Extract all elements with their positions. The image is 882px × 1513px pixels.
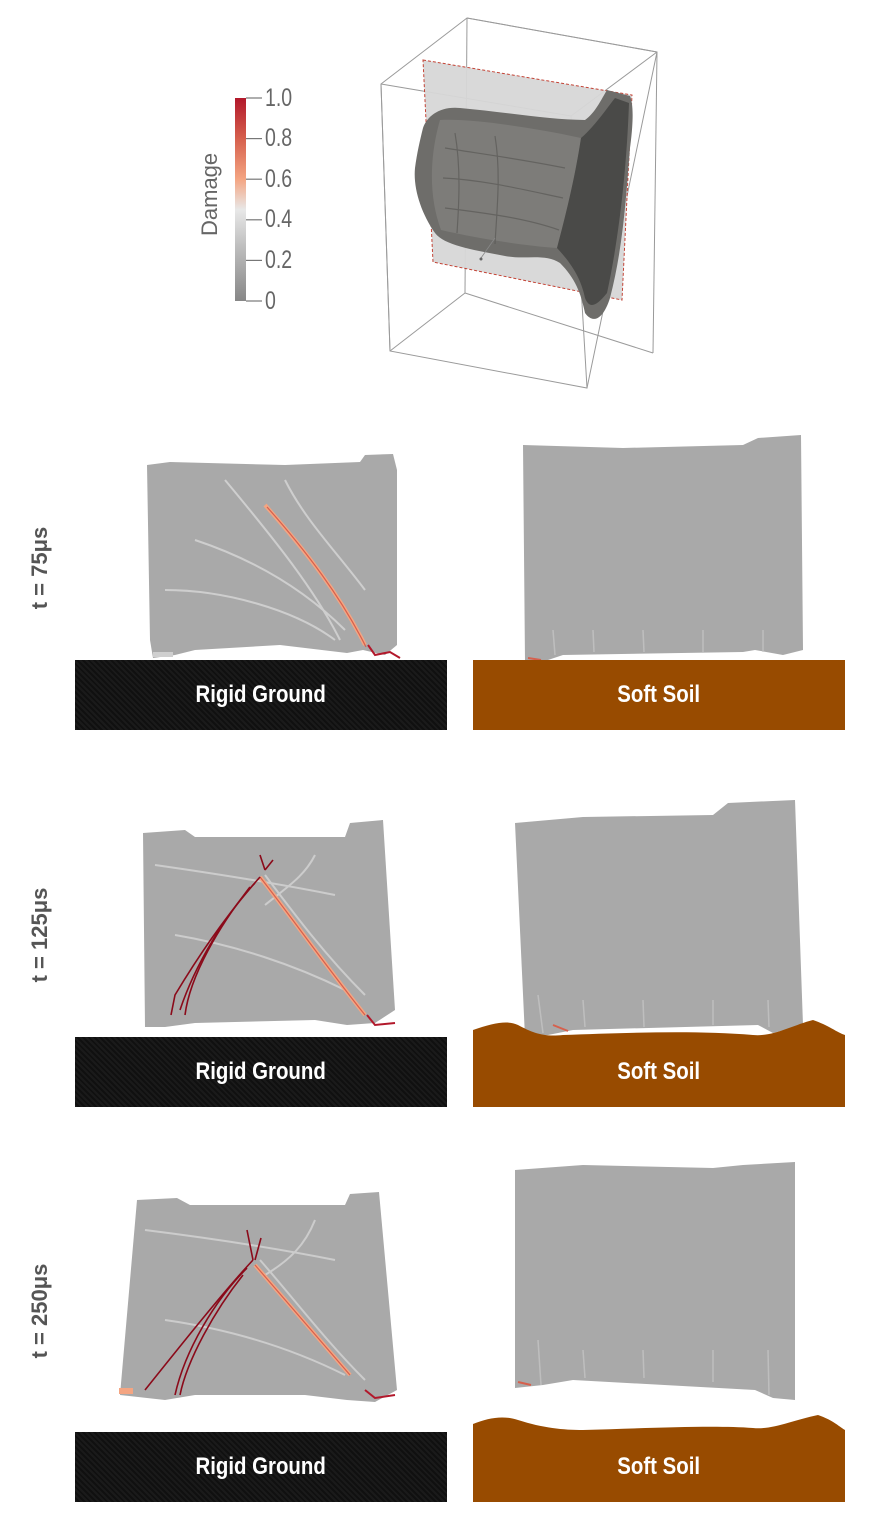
soft-soil-125us: Soft Soil [473, 1037, 845, 1107]
soil-bulge-125us [473, 1020, 845, 1040]
soft-soil-label: Soft Soil [617, 681, 701, 708]
rigid-ground-label: Rigid Ground [195, 1453, 327, 1480]
soft-soil-label: Soft Soil [617, 1058, 701, 1085]
soil-specimen-75us [523, 435, 803, 662]
row-label-125us: t = 125μs [27, 887, 52, 983]
rigid-specimen-125us [143, 820, 396, 1027]
row-label-250us: t = 250μs [27, 1263, 52, 1359]
soft-soil-label: Soft Soil [617, 1453, 701, 1480]
rigid-ground-125us: Rigid Ground [75, 1037, 447, 1107]
3d-specimen-view [345, 8, 675, 403]
soil-bulge-250us [473, 1415, 845, 1435]
rigid-specimen-75us [147, 454, 401, 659]
rigid-ground-75us: Rigid Ground [75, 660, 447, 730]
soft-soil-250us: Soft Soil [473, 1432, 845, 1502]
rigid-ground-label: Rigid Ground [195, 1058, 327, 1085]
colorbar-tick-0.8: 0.8 [265, 124, 293, 152]
colorbar-tick-0.6: 0.6 [265, 165, 293, 193]
colorbar-title: Damage [197, 152, 222, 236]
rigid-ground-250us: Rigid Ground [75, 1432, 447, 1502]
rigid-specimen-250us [119, 1192, 397, 1402]
colorbar-tick-1.0: 1.0 [265, 84, 293, 112]
colorbar-tick-0.4: 0.4 [265, 205, 293, 233]
soil-specimen-125us [515, 800, 803, 1037]
soft-soil-75us: Soft Soil [473, 660, 845, 730]
rigid-ground-label: Rigid Ground [195, 681, 327, 708]
soil-specimen-250us [515, 1162, 795, 1400]
colorbar-tick-0: 0 [265, 287, 276, 315]
colorbar-tick-0.2: 0.2 [265, 246, 293, 274]
colorbar-gradient [235, 97, 262, 302]
row-label-75us: t = 75μs [27, 526, 52, 610]
